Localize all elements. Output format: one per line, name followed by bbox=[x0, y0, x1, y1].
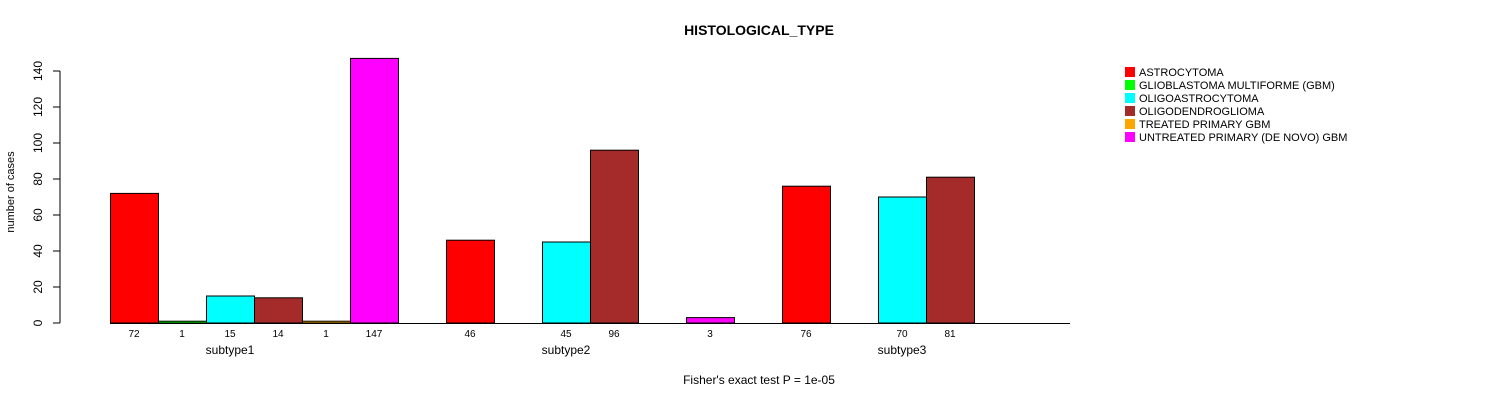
bar bbox=[542, 241, 591, 324]
bar bbox=[782, 185, 831, 324]
category-label: subtype3 bbox=[878, 343, 927, 357]
chart-title: HISTOLOGICAL_TYPE bbox=[684, 22, 834, 38]
y-tick-label: 20 bbox=[31, 280, 45, 294]
legend-swatch bbox=[1125, 132, 1135, 142]
bar bbox=[686, 317, 735, 324]
bar-value-label: 81 bbox=[944, 329, 956, 340]
y-axis-label: number of cases bbox=[5, 151, 17, 233]
y-tick-label: 120 bbox=[31, 97, 45, 117]
bar bbox=[158, 320, 207, 324]
bar-value-label: 3 bbox=[707, 329, 713, 340]
y-tick-label: 60 bbox=[31, 208, 45, 222]
x-axis: 72 1 15 14 1 147 subtype1 46 45 96 3 subtype2 76 70 81… bbox=[110, 323, 1070, 357]
legend-label: UNTREATED PRIMARY (DE NOVO) GBM bbox=[1139, 132, 1347, 144]
bar bbox=[446, 239, 495, 324]
y-tick-label: 40 bbox=[31, 244, 45, 258]
legend-label: TREATED PRIMARY GBM bbox=[1139, 119, 1270, 131]
legend-swatch bbox=[1125, 67, 1135, 77]
y-tick-label: 0 bbox=[31, 319, 45, 326]
legend-label: OLIGODENDROGLIOMA bbox=[1139, 106, 1265, 118]
legend-label: OLIGOASTROCYTOMA bbox=[1139, 93, 1259, 105]
legend-swatch bbox=[1125, 119, 1135, 129]
bar bbox=[590, 149, 639, 324]
bar bbox=[350, 57, 399, 324]
bar bbox=[302, 320, 351, 324]
category-label: subtype2 bbox=[542, 343, 591, 357]
y-axis: 0 20 40 60 80 100 120 140 bbox=[31, 61, 61, 326]
bar-value-label: 1 bbox=[179, 329, 185, 340]
bar-value-label: 72 bbox=[128, 329, 140, 340]
bar-value-label: 147 bbox=[366, 329, 383, 340]
legend-swatch bbox=[1125, 106, 1135, 116]
bar bbox=[254, 297, 303, 324]
bars-group bbox=[110, 57, 975, 324]
category-label: subtype1 bbox=[206, 343, 255, 357]
bar-value-label: 15 bbox=[224, 329, 236, 340]
bar bbox=[926, 176, 975, 324]
y-tick-label: 100 bbox=[31, 133, 45, 153]
bar bbox=[878, 196, 927, 324]
bar bbox=[110, 192, 159, 324]
bar-value-label: 45 bbox=[560, 329, 572, 340]
y-tick-label: 140 bbox=[31, 61, 45, 81]
bar-value-label: 70 bbox=[896, 329, 908, 340]
legend-swatch bbox=[1125, 93, 1135, 103]
bar-value-label: 1 bbox=[323, 329, 329, 340]
bar-value-label: 76 bbox=[800, 329, 812, 340]
fisher-test-footnote: Fisher's exact test P = 1e-05 bbox=[683, 373, 835, 387]
legend-label: GLIOBLASTOMA MULTIFORME (GBM) bbox=[1139, 80, 1335, 92]
bar-value-label: 14 bbox=[272, 329, 284, 340]
y-tick-label: 80 bbox=[31, 172, 45, 186]
bar-value-label: 96 bbox=[608, 329, 620, 340]
legend-swatch bbox=[1125, 80, 1135, 90]
bar-value-label: 46 bbox=[464, 329, 476, 340]
bar bbox=[206, 295, 255, 324]
legend-label: ASTROCYTOMA bbox=[1139, 67, 1224, 79]
